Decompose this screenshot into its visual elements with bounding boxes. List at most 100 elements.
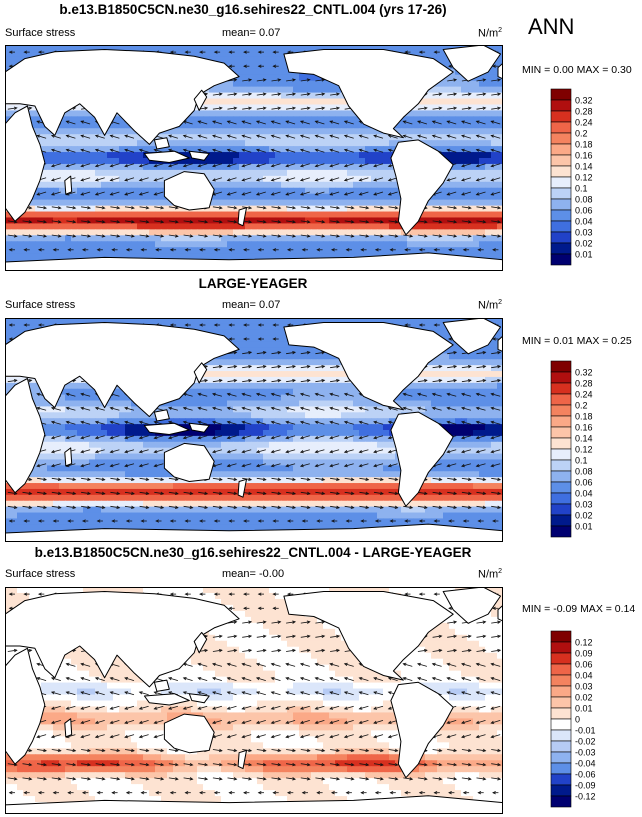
field-cell — [341, 199, 348, 207]
field-cell — [77, 134, 84, 141]
field-cell — [119, 187, 126, 195]
field-cell — [257, 318, 264, 325]
field-cell — [323, 205, 330, 213]
field-cell — [107, 45, 114, 52]
field-cell — [233, 223, 240, 230]
field-cell — [365, 146, 372, 153]
field-cell — [491, 187, 498, 195]
field-cell — [287, 110, 294, 117]
field-cell — [245, 175, 252, 183]
wind-arrowhead — [226, 120, 231, 124]
field-cell — [287, 134, 294, 141]
field-cell — [233, 134, 240, 141]
field-cell — [245, 253, 252, 260]
wind-arrowhead — [343, 120, 348, 124]
wind-arrowhead — [314, 134, 319, 138]
field-cell — [473, 92, 480, 100]
field-cell — [491, 341, 498, 349]
field-cell — [83, 158, 90, 165]
field-cell — [377, 158, 384, 165]
field-cell — [311, 74, 318, 82]
field-cell — [131, 241, 138, 248]
field-cell — [155, 241, 162, 248]
field-cell — [113, 45, 120, 52]
wind-arrow — [285, 120, 296, 125]
field-cell — [251, 241, 258, 248]
field-cell — [449, 359, 456, 366]
field-cell — [407, 241, 414, 248]
field-cell — [461, 241, 468, 248]
field-cell — [245, 140, 252, 147]
field-cell — [365, 187, 372, 195]
field-cell — [245, 110, 252, 117]
field-cell — [215, 86, 222, 94]
wind-arrow — [315, 206, 325, 209]
field-cell — [305, 122, 312, 129]
wind-arrow — [285, 135, 296, 139]
field-cell — [497, 205, 503, 213]
wind-arrow — [66, 206, 76, 209]
field-cell — [413, 128, 420, 135]
wind-arrowhead — [299, 148, 304, 152]
field-cell — [293, 110, 300, 117]
field-cell — [437, 211, 444, 219]
field-cell — [365, 223, 372, 230]
field-cell — [383, 223, 390, 230]
field-cell — [125, 146, 132, 153]
field-cell — [275, 323, 282, 331]
field-cell — [485, 122, 492, 129]
field-cell — [341, 163, 348, 171]
wind-arrowhead — [138, 192, 143, 196]
wind-arrow — [388, 220, 398, 223]
field-cell — [149, 181, 156, 189]
field-cell — [287, 80, 294, 88]
field-cell — [329, 104, 336, 112]
field-cell — [281, 158, 288, 165]
field-cell — [329, 235, 336, 242]
field-cell — [233, 116, 240, 123]
field-cell — [227, 45, 234, 52]
wind-arrow — [388, 135, 398, 139]
field-cell — [353, 175, 360, 183]
field-cell — [197, 323, 204, 331]
wind-arrow — [183, 234, 193, 237]
field-cell — [491, 163, 498, 171]
field-cell — [467, 146, 474, 153]
field-cell — [119, 235, 126, 242]
field-cell — [497, 235, 503, 242]
field-cell — [491, 347, 498, 354]
field-cell — [431, 211, 438, 219]
field-cell — [461, 98, 468, 106]
field-cell — [107, 247, 114, 254]
field-cell — [257, 68, 264, 76]
field-cell — [95, 140, 102, 147]
field-cell — [455, 353, 462, 360]
field-cell — [71, 181, 78, 189]
field-cell — [245, 235, 252, 242]
wind-arrowhead — [329, 178, 334, 182]
field-cell — [131, 158, 138, 165]
field-cell — [251, 92, 258, 100]
wind-arrow — [66, 135, 76, 139]
field-cell — [203, 253, 210, 260]
field-cell — [467, 193, 474, 201]
wind-arrowhead — [65, 134, 70, 138]
field-cell — [101, 158, 108, 165]
wind-arrowhead — [174, 220, 179, 224]
field-cell — [443, 45, 450, 52]
field-cell — [41, 229, 48, 236]
field-cell — [239, 50, 246, 58]
wind-arrowhead — [204, 106, 209, 110]
field-cell — [413, 134, 420, 141]
field-cell — [383, 318, 390, 325]
field-cell — [179, 122, 186, 129]
field-cell — [455, 211, 462, 219]
field-cell — [365, 140, 372, 147]
field-cell — [227, 158, 234, 165]
field-cell — [269, 134, 276, 141]
wind-arrow — [432, 120, 442, 125]
field-cell — [71, 140, 78, 147]
field-cell — [89, 199, 96, 207]
field-cell — [449, 235, 456, 242]
field-cell — [263, 110, 270, 117]
